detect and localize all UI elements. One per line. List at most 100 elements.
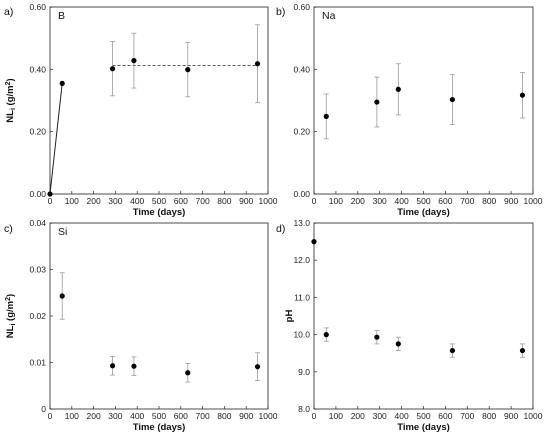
- x-tick-label: 500: [416, 411, 430, 421]
- data-point: [311, 239, 317, 245]
- x-tick-label: 400: [395, 411, 409, 421]
- panel-label: b): [276, 6, 285, 18]
- panel-label: d): [276, 223, 285, 235]
- data-point: [254, 364, 261, 370]
- x-tick-label: 0: [312, 196, 317, 206]
- data-point: [519, 92, 526, 98]
- data-point: [323, 332, 329, 338]
- x-tick-label: 500: [152, 196, 166, 206]
- x-axis-label: Time (days): [133, 422, 186, 433]
- y-tick-label: 0.02: [29, 311, 46, 321]
- x-tick-label: 300: [108, 411, 122, 421]
- x-axis-label: Time (days): [397, 422, 450, 433]
- y-tick-label: 0.01: [29, 358, 46, 368]
- x-tick-label: 1000: [524, 411, 543, 421]
- x-tick-label: 200: [87, 411, 101, 421]
- x-tick-label: 700: [460, 196, 474, 206]
- chart-panel-2: b) Na 0 100 200 300 400 500 600 700 800 900 1000 0.00…: [276, 2, 543, 218]
- x-axis-label: Time (days): [133, 207, 186, 218]
- y-tick-label: 0.20: [293, 127, 310, 137]
- x-tick-label: 100: [329, 196, 343, 206]
- data-point: [449, 96, 456, 103]
- element-label: Si: [58, 226, 67, 238]
- data-point: [59, 293, 65, 299]
- data-point: [374, 99, 380, 105]
- data-point: [131, 58, 137, 64]
- x-tick-label: 200: [87, 196, 101, 206]
- data-point: [395, 86, 401, 92]
- data-point: [59, 80, 65, 86]
- x-tick-label: 200: [351, 196, 365, 206]
- data-point: [47, 191, 53, 197]
- chart-panel-1: a) B 0 100 200 300 400 500 600 700 800 900 1000 0.00 0…: [4, 2, 278, 218]
- data-point: [519, 347, 526, 354]
- x-tick-label: 800: [217, 411, 231, 421]
- data-point: [185, 370, 191, 376]
- y-tick-label: 0.60: [29, 2, 46, 12]
- x-tick-label: 800: [482, 411, 496, 421]
- y-axis-label: NLi (g/m2): [5, 78, 17, 122]
- x-tick-label: 800: [217, 196, 231, 206]
- x-tick-label: 0: [48, 411, 53, 421]
- x-tick-label: 200: [351, 411, 365, 421]
- y-tick-label: 10.0: [293, 330, 310, 340]
- data-point: [131, 363, 137, 369]
- data-point: [185, 67, 191, 73]
- y-tick-label: 0.04: [29, 218, 46, 228]
- element-label: Na: [322, 10, 336, 22]
- data-point: [374, 334, 380, 340]
- x-tick-label: 800: [482, 196, 496, 206]
- y-tick-label: 0.00: [293, 189, 310, 199]
- x-tick-label: 0: [48, 196, 53, 206]
- data-point: [254, 61, 261, 67]
- trend-line-solid: [49, 83, 63, 195]
- x-tick-label: 900: [239, 196, 253, 206]
- y-tick-label: 0.60: [293, 2, 310, 12]
- x-tick-label: 900: [504, 196, 518, 206]
- x-tick-label: 500: [152, 411, 166, 421]
- x-tick-label: 900: [239, 411, 253, 421]
- x-tick-label: 400: [130, 411, 144, 421]
- plot-frame: [313, 6, 534, 195]
- x-tick-label: 900: [504, 411, 518, 421]
- x-tick-label: 100: [65, 411, 79, 421]
- data-point: [109, 363, 116, 369]
- x-tick-label: 600: [174, 196, 188, 206]
- x-tick-label: 1000: [259, 411, 278, 421]
- plot-frame: [49, 6, 269, 195]
- y-tick-label: 13.0: [293, 218, 310, 228]
- element-label: B: [58, 10, 65, 22]
- y-tick-label: 9.0: [298, 367, 310, 377]
- chart-panel-4: d) 0 100 200 300 400 500 600 700 800 900 1000 8.0 9.0…: [276, 218, 543, 433]
- y-tick-label: 0.40: [293, 64, 310, 74]
- panel-label: c): [4, 223, 13, 235]
- panel-label: a): [4, 6, 13, 18]
- y-tick-label: 12.0: [293, 255, 310, 265]
- x-tick-label: 600: [438, 196, 452, 206]
- data-point: [109, 66, 116, 72]
- x-tick-label: 600: [438, 411, 452, 421]
- x-tick-label: 0: [312, 411, 317, 421]
- x-tick-label: 700: [196, 196, 210, 206]
- x-tick-label: 1000: [259, 196, 278, 206]
- data-point: [323, 113, 329, 119]
- data-point: [449, 347, 456, 354]
- y-tick-label: 0.00: [29, 189, 46, 199]
- plot-frame: [49, 222, 269, 410]
- x-axis-label: Time (days): [397, 207, 450, 218]
- y-tick-label: 0.20: [29, 127, 46, 137]
- x-tick-label: 700: [196, 411, 210, 421]
- x-tick-label: 1000: [524, 196, 543, 206]
- y-tick-label: 8.0: [298, 404, 310, 414]
- y-tick-label: 0.40: [29, 64, 46, 74]
- x-tick-label: 100: [329, 411, 343, 421]
- x-tick-label: 100: [65, 196, 79, 206]
- x-tick-label: 500: [416, 196, 430, 206]
- y-axis-label: NLi (g/m2): [5, 294, 17, 338]
- x-tick-label: 600: [174, 411, 188, 421]
- x-tick-label: 300: [373, 411, 387, 421]
- y-axis-label: pH: [284, 310, 295, 323]
- y-tick-label: 11.0: [294, 292, 310, 302]
- y-tick-label: 0: [41, 404, 46, 414]
